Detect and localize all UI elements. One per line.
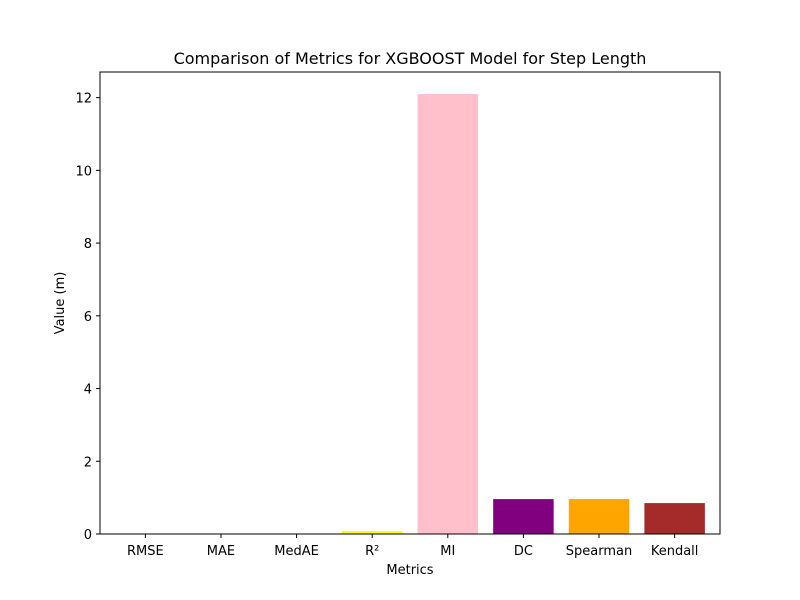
bar-mi: [417, 94, 479, 534]
x-tick-label-medae: MedAE: [274, 544, 319, 559]
x-tick-label-mae: MAE: [207, 544, 235, 559]
x-tick-label-mi: MI: [440, 544, 455, 559]
y-tick-label: 0: [84, 528, 92, 543]
bar-kendall: [644, 503, 705, 534]
y-tick-label: 12: [75, 92, 92, 107]
y-tick-label: 8: [84, 237, 92, 252]
x-axis-ticks: RMSE MAE MedAE R² MI DC Spearman Kendall: [127, 534, 698, 559]
x-tick-label-rmse: RMSE: [127, 544, 164, 559]
y-axis-title: Value (m): [53, 272, 68, 335]
bar-dc: [493, 499, 554, 534]
y-tick-label: 6: [84, 310, 92, 325]
x-tick-label-r: R²: [365, 544, 379, 559]
bars-group: [115, 94, 705, 534]
y-axis-ticks: 0 2 4 6 8 10 12: [75, 92, 100, 543]
x-axis-title: Metrics: [386, 563, 433, 578]
y-tick-label: 2: [84, 455, 92, 470]
x-tick-label-spearman: Spearman: [566, 544, 632, 559]
y-tick-label: 4: [84, 383, 92, 398]
x-tick-label-kendall: Kendall: [651, 544, 699, 559]
chart-title: Comparison of Metrics for XGBOOST Model …: [174, 49, 647, 68]
y-tick-label: 10: [75, 164, 92, 179]
bar-spearman: [568, 499, 630, 534]
plot-frame: [99, 71, 721, 535]
bar-r: [341, 531, 403, 534]
x-tick-label-dc: DC: [514, 544, 533, 559]
